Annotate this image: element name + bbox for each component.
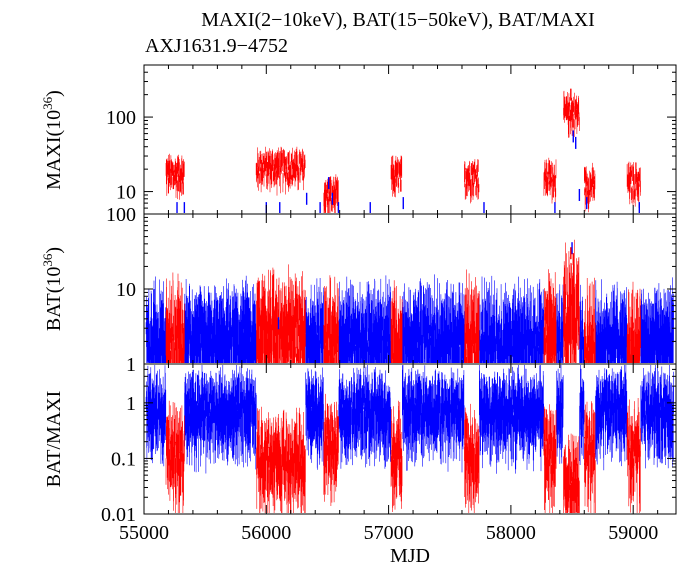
- panel-bat: 1 10 100 BAT(1036): [40, 204, 677, 376]
- y-tick-label: 10: [116, 279, 136, 301]
- chart-title: MAXI(2−10keV), BAT(15−50keV), BAT/MAXI: [201, 9, 595, 31]
- maxi-y-label-main: MAXI(10: [43, 110, 65, 190]
- lightcurve-texture-red: [165, 239, 641, 363]
- maxi-y-label: MAXI(1036): [40, 90, 65, 190]
- maxi-y-label-close: ): [43, 90, 65, 97]
- y-tick-label: 10: [116, 182, 136, 204]
- y-tick-label: 1: [126, 393, 136, 415]
- x-axis: 55000 56000 57000 58000 59000: [119, 522, 658, 544]
- lightcurve-texture-red: [165, 393, 641, 513]
- panel-ratio: 0.01 0.1 1 BAT/MAXI: [43, 363, 677, 526]
- ratio-panel-frame: [143, 363, 677, 515]
- ratio-y-label-main: BAT/MAXI: [43, 391, 65, 488]
- x-tick-label: 56000: [241, 522, 291, 544]
- bat-y-label-close: ): [43, 247, 65, 254]
- maxi-panel-frame: [143, 64, 677, 215]
- bat-y-label-main: BAT(10: [43, 267, 65, 331]
- maxi-series-group: [165, 88, 641, 213]
- x-tick-label: 57000: [364, 522, 414, 544]
- y-tick-label: 100: [106, 107, 136, 129]
- y-tick-label: 100: [106, 204, 136, 226]
- bat-y-label: BAT(1036): [40, 247, 65, 331]
- y-tick-label: 0.1: [111, 448, 136, 470]
- bat-y-axis: 1 10 100: [106, 204, 676, 376]
- ratio-y-axis: 0.01 0.1 1: [101, 364, 676, 526]
- panel-maxi: 10 100 MAXI(1036): [40, 64, 677, 215]
- ratio-series-group: [145, 365, 674, 513]
- bat-y-label-exponent: 36: [40, 253, 55, 267]
- ratio-y-label: BAT/MAXI: [43, 391, 65, 488]
- y-tick-label: 1: [126, 354, 136, 376]
- maxi-y-axis: 10 100: [106, 65, 676, 214]
- x-tick-label: 59000: [608, 522, 658, 544]
- x-tick-label: 58000: [486, 522, 536, 544]
- x-axis-label: MJD: [390, 545, 430, 567]
- y-tick-label: 0.01: [101, 504, 136, 526]
- maxi-y-label-exponent: 36: [40, 96, 55, 110]
- x-tick-label: 55000: [119, 522, 169, 544]
- lightcurve-texture-red: [165, 90, 641, 213]
- bat-series-group: [145, 239, 674, 363]
- chart-subtitle: AXJ1631.9−4752: [145, 35, 288, 57]
